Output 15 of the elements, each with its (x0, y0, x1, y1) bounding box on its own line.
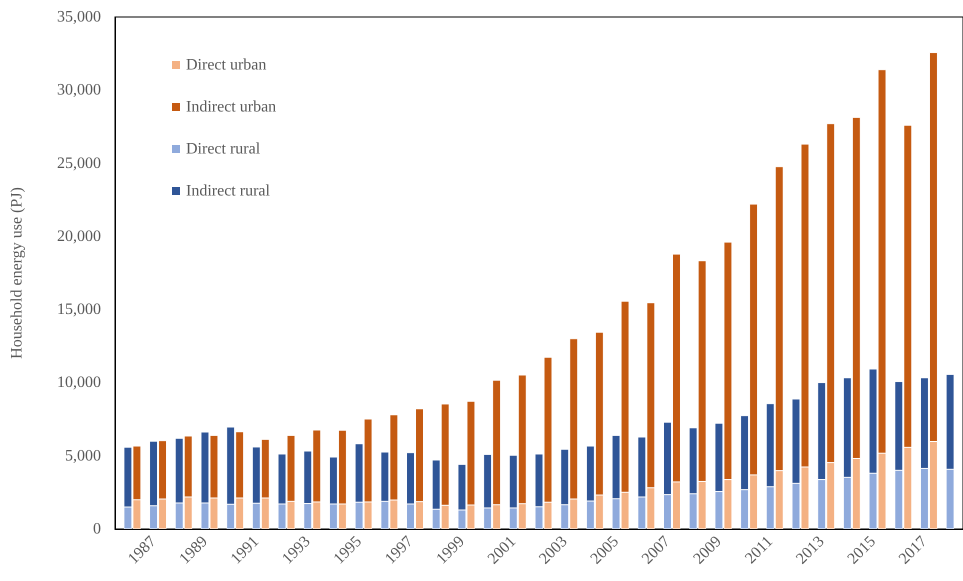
y-tick-label: 20,000 (57, 228, 101, 245)
legend-label: Indirect rural (186, 182, 271, 200)
x-tick-label: 1991 (228, 532, 262, 568)
y-tick-label: 15,000 (57, 301, 101, 318)
x-tick-label: 2011 (742, 532, 776, 568)
legend-label: Direct urban (186, 56, 266, 74)
y-tick-label: 0 (93, 520, 101, 538)
y-tick-label: 25,000 (57, 154, 101, 172)
y-axis-title: Household energy use (PJ) (8, 187, 26, 359)
legend-label: Indirect urban (186, 98, 276, 116)
y-tick-label: 30,000 (57, 82, 101, 99)
y-tick-label: 35,000 (57, 8, 101, 26)
y-tick-label: 5,000 (65, 447, 101, 464)
legend-label: Direct rural (186, 140, 261, 158)
y-tick-label: 10,000 (57, 374, 101, 392)
